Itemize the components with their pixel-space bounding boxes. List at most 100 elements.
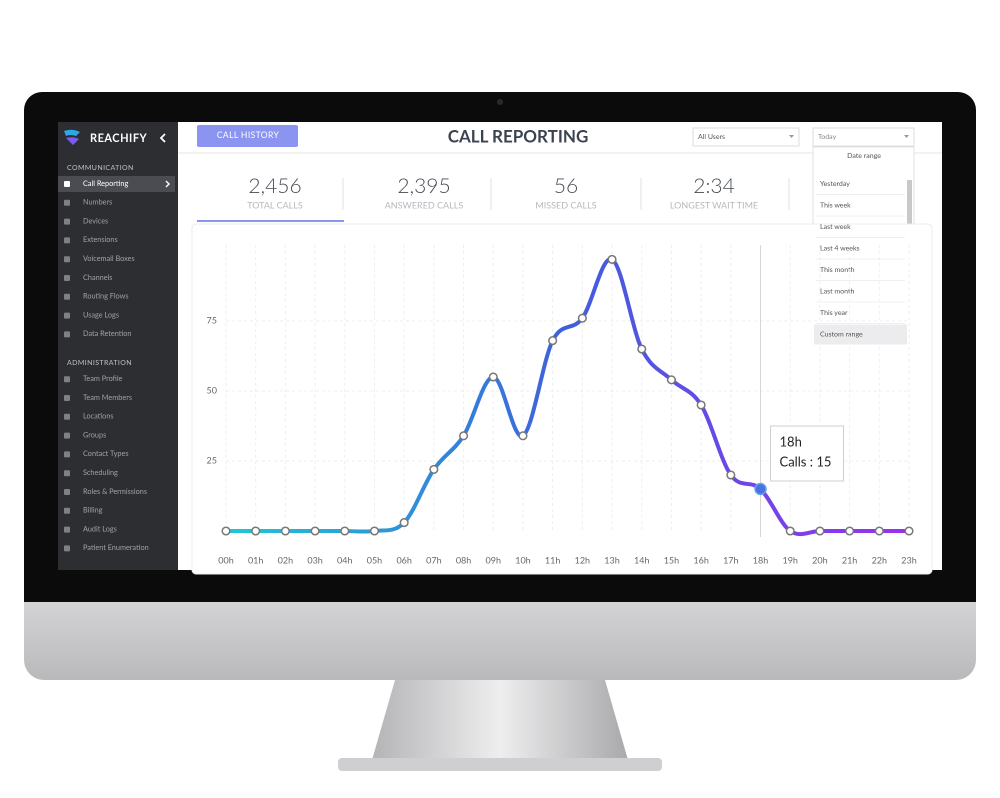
menu-icon[interactable] (64, 237, 70, 244)
menu-icon[interactable] (64, 199, 70, 206)
menu-icon[interactable] (64, 489, 70, 495)
x-tick-label: 21h (842, 554, 857, 565)
menu-item[interactable]: Call Reporting (83, 179, 128, 188)
menu-icon[interactable] (64, 413, 70, 420)
menu-item[interactable]: Contact Types (83, 449, 129, 458)
menu-icon[interactable] (64, 432, 70, 439)
dropdown-option[interactable]: Last month (820, 287, 854, 295)
data-point[interactable] (815, 526, 825, 536)
menu-item[interactable]: Numbers (83, 198, 112, 207)
data-point[interactable] (369, 526, 380, 536)
data-point[interactable] (340, 526, 350, 536)
date-select-value[interactable]: Today (818, 133, 837, 141)
menu-icon[interactable] (64, 331, 70, 338)
data-point[interactable] (666, 375, 676, 385)
data-point[interactable] (251, 526, 261, 536)
menu-item[interactable]: Patient Enumeration (83, 543, 149, 552)
data-point[interactable] (518, 431, 528, 441)
menu-item[interactable]: Devices (83, 216, 108, 225)
data-point[interactable] (754, 482, 767, 496)
menu-item[interactable]: Groups (83, 430, 106, 439)
menu-icon[interactable] (64, 451, 70, 458)
dropdown-option[interactable]: Custom range (820, 330, 863, 338)
x-tick-label: 19h (782, 554, 797, 565)
data-point[interactable] (429, 464, 439, 474)
data-point[interactable] (459, 431, 469, 441)
chart-card (191, 223, 933, 575)
x-tick-label: 14h (634, 554, 649, 565)
x-tick-label: 08h (456, 554, 471, 565)
user-select[interactable] (692, 127, 800, 147)
x-tick-label: 00h (218, 554, 233, 565)
menu-icon[interactable] (64, 181, 70, 187)
menu-item[interactable]: Data Retention (83, 329, 131, 338)
menu-icon[interactable] (64, 256, 70, 263)
menu-icon[interactable] (64, 507, 70, 514)
stat-label: MISSED CALLS (535, 199, 596, 210)
x-tick-label: 09h (486, 554, 501, 565)
x-tick-label: 06h (396, 554, 411, 565)
dropdown-option[interactable]: This month (820, 266, 855, 274)
stat-value: 56 (554, 173, 578, 198)
data-point[interactable] (577, 313, 587, 323)
menu-item[interactable]: Locations (83, 412, 114, 421)
data-point[interactable] (488, 372, 498, 382)
menu-item[interactable]: Audit Logs (83, 524, 117, 533)
x-tick-label: 18h (753, 554, 768, 565)
menu-icon[interactable] (64, 218, 70, 225)
collapse-icon[interactable] (159, 133, 166, 143)
brand: REACHIFY (90, 132, 148, 145)
data-point[interactable] (280, 526, 290, 536)
x-tick-label: 23h (901, 554, 916, 565)
data-point[interactable] (310, 526, 320, 536)
menu-icon[interactable] (64, 312, 70, 319)
call-history-button[interactable] (197, 125, 298, 147)
x-tick-label: 11h (545, 554, 560, 565)
user-select-value[interactable]: All Users (698, 133, 725, 141)
dropdown-option[interactable]: Yesterday (820, 180, 850, 188)
data-point[interactable] (637, 344, 647, 354)
stat-value: 2:34 (693, 173, 735, 198)
menu-icon[interactable] (64, 545, 70, 552)
data-point[interactable] (845, 526, 855, 536)
menu-icon[interactable] (64, 526, 70, 533)
x-tick-label: 15h (664, 554, 679, 565)
menu-item[interactable]: Channels (83, 273, 112, 282)
date-select[interactable] (812, 127, 915, 147)
data-point[interactable] (785, 526, 795, 536)
menu-icon[interactable] (64, 275, 70, 281)
menu-icon[interactable] (64, 376, 70, 383)
y-tick-label: 25 (207, 454, 217, 465)
dropdown-option[interactable]: Last 4 weeks (820, 244, 860, 252)
menu-item[interactable]: Extensions (83, 235, 118, 244)
data-point[interactable] (874, 526, 884, 536)
dropdown-option[interactable]: This year (820, 309, 848, 317)
menu-item[interactable]: Voicemail Boxes (83, 254, 135, 263)
dropdown-option[interactable]: This week (820, 201, 851, 209)
data-point[interactable] (904, 526, 914, 536)
menu-item[interactable]: Scheduling (83, 468, 118, 477)
menu-item[interactable]: Routing Flows (83, 292, 129, 301)
data-point[interactable] (726, 470, 736, 480)
x-tick-label: 20h (812, 554, 827, 565)
menu-item[interactable]: Team Profile (83, 374, 123, 383)
data-point[interactable] (548, 336, 558, 346)
data-point[interactable] (607, 254, 617, 264)
data-point[interactable] (221, 526, 231, 536)
menu-item[interactable]: Usage Logs (83, 310, 119, 319)
data-point[interactable] (696, 400, 706, 410)
dropdown-option[interactable]: Last week (820, 223, 851, 231)
menu-icon[interactable] (64, 395, 70, 401)
menu-item[interactable]: Billing (83, 506, 103, 515)
data-point[interactable] (399, 518, 409, 528)
y-tick-label: 75 (207, 314, 217, 325)
menu-item[interactable]: Team Members (83, 393, 132, 402)
dropdown-title: Date range (847, 152, 881, 160)
logo-icon (66, 137, 79, 145)
x-tick-label: 16h (693, 554, 708, 565)
menu-icon[interactable] (64, 470, 70, 477)
menu-item[interactable]: Roles & Permissions (83, 487, 147, 496)
menu-icon[interactable] (64, 293, 70, 300)
button-label[interactable]: CALL HISTORY (217, 130, 280, 140)
